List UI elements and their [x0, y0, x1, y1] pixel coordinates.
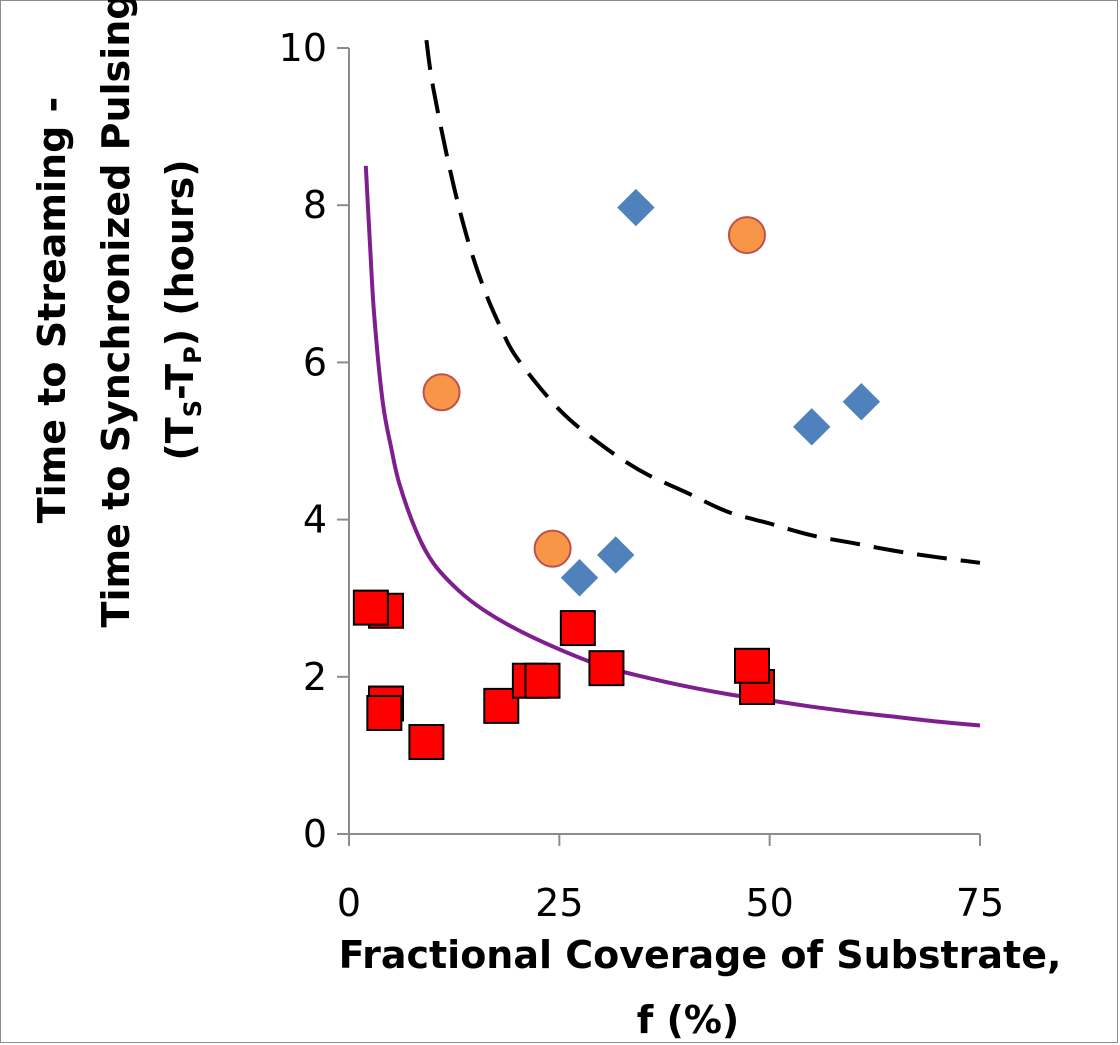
y-tick-label: 10: [279, 26, 327, 70]
y-title-close: ) (hours): [158, 159, 202, 346]
solid-fit-curve: [363, 165, 981, 728]
circle-point: [533, 529, 572, 568]
diamond-point: [617, 188, 655, 227]
diamond-point: [560, 559, 599, 597]
fit-curves: [363, 39, 981, 728]
circle-point: [727, 216, 766, 255]
y-tick-label: 8: [303, 183, 327, 227]
circle-point: [422, 373, 461, 412]
x-tick-label: 0: [337, 881, 361, 925]
data-points: [352, 188, 881, 761]
x-axis-ticks: 0 25 50 75: [337, 834, 1004, 925]
y-axis-title-line3: (TS-TP) (hours): [158, 159, 207, 460]
x-tick-label: 50: [745, 881, 793, 925]
square-point: [588, 650, 625, 687]
square-point: [408, 724, 445, 761]
y-title-mid: -T: [158, 364, 202, 400]
y-axis-title-line1: Time to Streaming -: [30, 97, 74, 524]
y-title-sub-s: S: [179, 400, 207, 417]
square-point: [352, 589, 389, 626]
y-title-sub-p: P: [179, 346, 207, 364]
y-axis-title-line2: Time to Synchronized Pulsing: [94, 0, 138, 627]
x-tick-label: 25: [535, 881, 583, 925]
diamond-point: [596, 536, 635, 574]
dashed-fit-curve: [424, 39, 981, 565]
y-tick-label: 0: [303, 812, 327, 856]
square-point: [733, 647, 770, 684]
x-axis-title-line2: f (%): [637, 998, 740, 1042]
square-point: [559, 610, 596, 647]
x-axis-title-line1: Fractional Coverage of Substrate,: [339, 933, 1062, 977]
diamond-point: [793, 408, 831, 446]
y-axis-ticks: 0 2 4 6 8 10: [279, 26, 349, 856]
y-axis-title: Time to Streaming - Time to Synchronized…: [30, 0, 207, 627]
y-tick-label: 6: [303, 340, 327, 384]
y-title-open: (T: [158, 417, 202, 460]
diamond-point: [842, 382, 881, 421]
y-tick-label: 4: [303, 498, 327, 542]
y-tick-label: 2: [303, 655, 327, 699]
axes: [348, 48, 980, 835]
square-point: [524, 662, 561, 699]
x-tick-label: 75: [956, 881, 1004, 925]
square-point: [366, 694, 403, 731]
